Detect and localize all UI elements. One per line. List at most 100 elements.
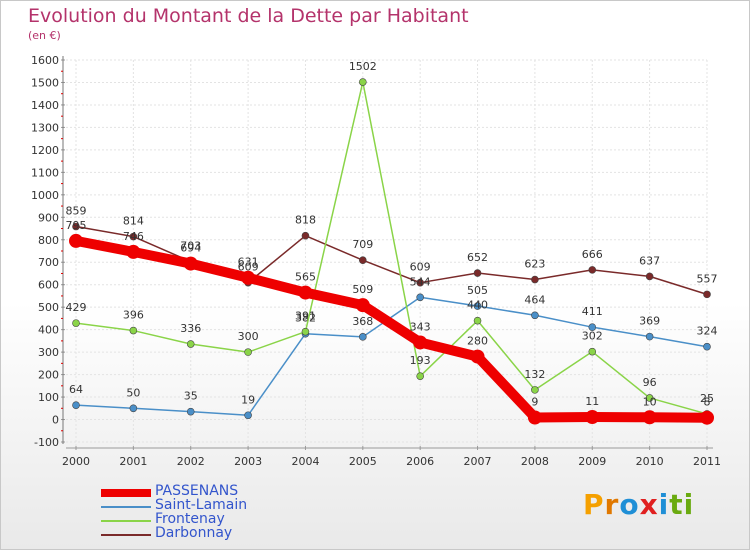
data-label-passenans: 9 — [531, 396, 538, 409]
data-label-frontenay: 429 — [66, 301, 87, 314]
data-point-saint-lamain — [359, 333, 367, 341]
data-point-passenans — [355, 298, 370, 313]
legend-item-frontenay: Frontenay — [101, 511, 301, 528]
data-label-frontenay: 1502 — [349, 60, 377, 73]
data-label-frontenay: 193 — [410, 354, 431, 367]
data-point-passenans — [470, 349, 485, 364]
y-tick-label: 200 — [38, 369, 59, 382]
y-tick-label: 700 — [38, 256, 59, 269]
data-point-passenans — [69, 233, 83, 248]
data-point-frontenay — [359, 78, 367, 86]
x-tick-label: 2010 — [636, 455, 664, 468]
data-label-darbonnay: 814 — [123, 215, 144, 228]
data-point-frontenay — [129, 326, 138, 335]
data-label-frontenay: 440 — [467, 299, 488, 312]
x-tick-label: 2004 — [291, 455, 319, 468]
data-point-darbonnay — [129, 232, 138, 241]
y-tick-label: 0 — [52, 414, 59, 427]
brand-letter: t — [669, 488, 684, 521]
data-point-darbonnay — [416, 278, 424, 287]
data-point-saint-lamain — [473, 302, 482, 310]
data-label-darbonnay: 703 — [180, 240, 201, 253]
data-label-frontenay: 336 — [180, 322, 201, 335]
data-point-passenans — [700, 410, 714, 425]
data-label-passenans: 509 — [352, 283, 373, 296]
data-point-frontenay — [473, 316, 482, 325]
data-label-passenans: 694 — [180, 242, 201, 255]
y-tick-label: 1000 — [31, 189, 59, 202]
series-line-frontenay — [75, 81, 708, 415]
data-label-darbonnay: 666 — [582, 248, 603, 261]
y-tick-label: 1300 — [31, 121, 59, 134]
data-label-darbonnay: 557 — [697, 272, 718, 285]
data-label-passenans: 565 — [295, 271, 316, 284]
x-tick-label: 2001 — [119, 455, 147, 468]
data-label-frontenay: 25 — [700, 392, 714, 405]
legend-label-saint-lamain: Saint-Lamain — [155, 497, 248, 513]
data-point-passenans — [241, 270, 256, 285]
data-point-saint-lamain — [588, 323, 597, 331]
data-point-passenans — [183, 256, 198, 271]
data-label-passenans: 8 — [704, 396, 711, 409]
x-tick-label: 2000 — [62, 455, 90, 468]
data-point-darbonnay — [359, 256, 367, 265]
data-label-saint-lamain: 35 — [184, 390, 198, 403]
x-tick-label: 2008 — [521, 455, 549, 468]
data-label-darbonnay: 623 — [524, 258, 545, 271]
data-point-darbonnay — [531, 275, 539, 284]
data-point-frontenay — [72, 319, 80, 327]
data-point-saint-lamain — [244, 411, 252, 420]
data-point-saint-lamain — [703, 342, 711, 351]
legend-swatch-frontenay — [101, 520, 151, 522]
data-label-darbonnay: 609 — [238, 261, 259, 274]
x-tick-label: 2009 — [578, 455, 606, 468]
data-point-frontenay — [301, 327, 310, 336]
series-line-saint-lamain — [75, 296, 708, 417]
y-tick-label: 300 — [38, 346, 59, 359]
data-label-darbonnay: 637 — [639, 254, 660, 267]
chart-title: Evolution du Montant de la Dette par Hab… — [28, 5, 469, 27]
data-label-saint-lamain: 368 — [352, 315, 373, 328]
data-point-darbonnay — [473, 269, 482, 277]
data-label-frontenay: 96 — [643, 376, 657, 389]
data-label-passenans: 343 — [410, 320, 431, 333]
legend-swatch-darbonnay — [101, 534, 151, 536]
brand-letter: P — [583, 488, 605, 521]
x-tick-label: 2011 — [693, 455, 721, 468]
data-label-frontenay: 132 — [524, 368, 545, 381]
data-point-passenans — [126, 244, 141, 259]
data-point-frontenay — [531, 386, 539, 394]
data-label-darbonnay: 859 — [66, 205, 87, 218]
data-label-saint-lamain: 505 — [467, 284, 488, 297]
y-tick-label: 1600 — [31, 54, 59, 67]
brand-letter: r — [604, 488, 620, 521]
data-point-saint-lamain — [72, 401, 80, 409]
y-tick-label: 1400 — [31, 99, 59, 112]
data-label-saint-lamain: 369 — [639, 315, 660, 328]
legend-item-darbonnay: Darbonnay — [101, 525, 301, 542]
brand-letter: i — [683, 488, 695, 521]
x-tick-label: 2006 — [406, 455, 434, 468]
y-tick-label: 400 — [38, 324, 59, 337]
x-tick-label: 2007 — [464, 455, 492, 468]
data-label-saint-lamain: 50 — [126, 386, 140, 399]
y-tick-label: 1500 — [31, 76, 59, 89]
legend-swatch-passenans — [101, 489, 151, 497]
data-point-frontenay — [186, 340, 195, 348]
data-point-darbonnay — [72, 222, 80, 231]
data-label-frontenay: 396 — [123, 309, 144, 322]
data-label-darbonnay: 652 — [467, 251, 488, 264]
y-tick-label: 1200 — [31, 144, 59, 157]
data-label-saint-lamain: 64 — [69, 383, 83, 396]
data-label-saint-lamain: 324 — [697, 325, 718, 338]
data-label-saint-lamain: 382 — [295, 312, 316, 325]
data-label-passenans: 11 — [585, 395, 599, 408]
data-point-frontenay — [244, 348, 252, 356]
data-point-darbonnay — [703, 290, 711, 299]
data-label-darbonnay: 609 — [410, 261, 431, 274]
data-label-passenans: 631 — [238, 256, 259, 269]
data-label-frontenay: 300 — [238, 330, 259, 343]
data-label-frontenay: 302 — [582, 330, 603, 343]
chart-unit: (en €) — [28, 29, 61, 42]
